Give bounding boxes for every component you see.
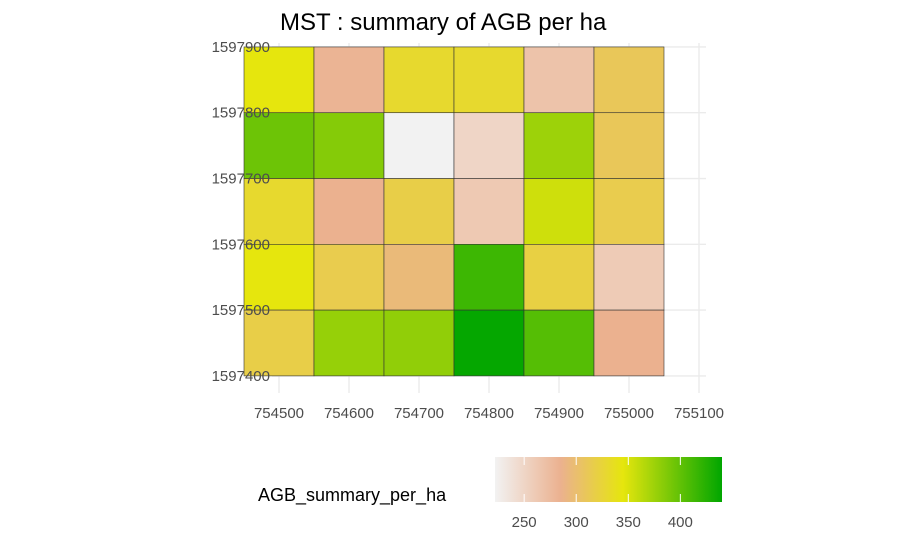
y-tick-label: 1597500 — [212, 302, 270, 319]
y-tick-label: 1597700 — [212, 171, 270, 188]
colorbar-tick-label: 350 — [616, 514, 641, 531]
x-tick-label: 755000 — [604, 405, 654, 422]
heatmap-cells — [243, 46, 665, 377]
heatmap-cell — [523, 244, 595, 311]
heatmap-cell — [523, 178, 595, 245]
heatmap-cell — [383, 178, 455, 245]
heatmap-cell — [453, 112, 525, 179]
x-tick-label: 754800 — [464, 405, 514, 422]
heatmap-cell — [383, 244, 455, 311]
heatmap-cell — [593, 309, 665, 377]
colorbar-tick-label: 300 — [564, 514, 589, 531]
colorbar-legend: AGB_summary_per_ha 250 300 350 400 — [258, 457, 722, 531]
heatmap-cell — [313, 178, 385, 245]
colorbar-tick-label: 250 — [512, 514, 537, 531]
heatmap-cell — [523, 46, 595, 114]
heatmap-cell — [523, 112, 595, 179]
heatmap-cell — [593, 244, 665, 311]
y-tick-label: 1597800 — [212, 105, 270, 122]
y-axis-ticks: 1597400 1597500 1597600 1597700 1597800 15979… — [212, 39, 270, 385]
heatmap-cell — [453, 178, 525, 245]
y-tick-label: 1597600 — [212, 236, 270, 253]
y-tick-label: 1597900 — [212, 39, 270, 56]
chart-title: MST : summary of AGB per ha — [280, 9, 607, 36]
colorbar-tick-label: 400 — [668, 514, 693, 531]
heatmap-cell — [313, 309, 385, 377]
heatmap-cell — [383, 112, 455, 179]
heatmap-cell — [243, 178, 315, 245]
x-tick-label: 754900 — [534, 405, 584, 422]
heatmap-cell — [523, 309, 595, 377]
x-axis-ticks: 754500 754600 754700 754800 754900 755000 7551… — [254, 405, 724, 422]
heatmap-cell — [453, 244, 525, 311]
heatmap-cell — [593, 112, 665, 179]
heatmap-cell — [453, 309, 525, 377]
colorbar-gradient — [495, 457, 722, 502]
heatmap-cell — [313, 46, 385, 114]
x-tick-label: 755100 — [674, 405, 724, 422]
heatmap-cell — [453, 46, 525, 114]
x-tick-label: 754700 — [394, 405, 444, 422]
heatmap-cell — [243, 244, 315, 311]
x-tick-label: 754600 — [324, 405, 374, 422]
heatmap-cell — [383, 309, 455, 377]
heatmap-cell — [383, 46, 455, 114]
heatmap-cell — [313, 112, 385, 179]
heatmap-cell — [243, 112, 315, 179]
heatmap-cell — [593, 178, 665, 245]
heatmap-cell — [593, 46, 665, 114]
heatmap-cell — [313, 244, 385, 311]
heatmap-cell — [243, 309, 315, 377]
y-tick-label: 1597400 — [212, 368, 270, 385]
colorbar-title: AGB_summary_per_ha — [258, 485, 447, 506]
heatmap-cell — [243, 46, 315, 114]
x-tick-label: 754500 — [254, 405, 304, 422]
